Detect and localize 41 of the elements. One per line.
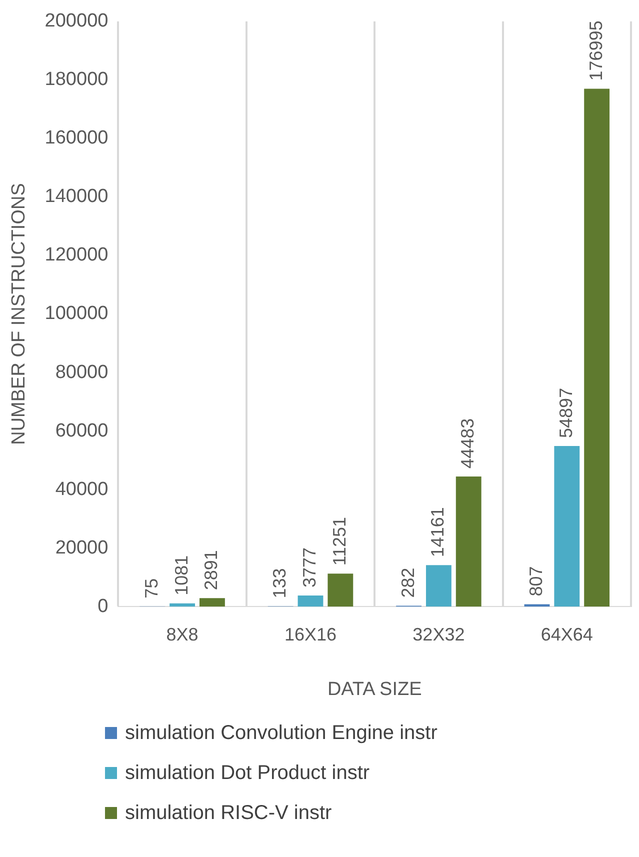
y-tick-label: 200000 <box>44 10 108 32</box>
y-tick-label: 140000 <box>44 186 108 208</box>
data-label: 1081 <box>171 555 192 596</box>
bar <box>328 574 354 607</box>
bar <box>524 604 550 607</box>
y-tick-label: 40000 <box>55 478 108 500</box>
bar <box>584 88 610 607</box>
y-tick-label: 120000 <box>44 244 108 266</box>
x-tick-label: 64X64 <box>540 624 593 644</box>
data-label: 44483 <box>458 418 478 468</box>
data-label: 282 <box>398 568 418 598</box>
bar <box>200 598 225 607</box>
x-tick-label: 32X32 <box>412 624 465 644</box>
y-tick-label: 180000 <box>44 69 108 90</box>
y-tick-label: 0 <box>98 596 108 617</box>
data-label: 176995 <box>586 20 606 81</box>
y-tick-label: 80000 <box>55 362 108 383</box>
data-label: 133 <box>270 568 290 598</box>
legend-label: simulation Convolution Engine instr <box>125 722 438 744</box>
bar <box>426 565 452 607</box>
bar <box>170 603 196 607</box>
data-label: 54897 <box>556 388 576 438</box>
data-label: 807 <box>526 566 546 596</box>
x-tick-label: 16X16 <box>284 624 337 644</box>
y-tick-label: 100000 <box>44 303 108 324</box>
bar <box>298 596 324 607</box>
data-label: 14161 <box>428 507 448 558</box>
bar <box>456 476 482 607</box>
y-axis-title: NUMBER OF INSTRUCTIONS <box>8 183 30 445</box>
x-axis-title: DATA SIZE <box>327 678 422 700</box>
data-label: 2891 <box>201 550 222 590</box>
bar <box>554 446 580 607</box>
data-label: 11251 <box>329 516 350 566</box>
legend-label: simulation Dot Product instr <box>125 762 370 784</box>
y-tick-label: 160000 <box>44 128 108 149</box>
x-tick-label: 8X8 <box>166 624 198 644</box>
y-tick-label: 20000 <box>55 537 108 558</box>
data-label: 3777 <box>299 548 320 588</box>
y-tick-label: 60000 <box>55 420 108 442</box>
legend-label: simulation RISC-V instr <box>125 802 332 824</box>
data-label: 75 <box>141 578 162 598</box>
